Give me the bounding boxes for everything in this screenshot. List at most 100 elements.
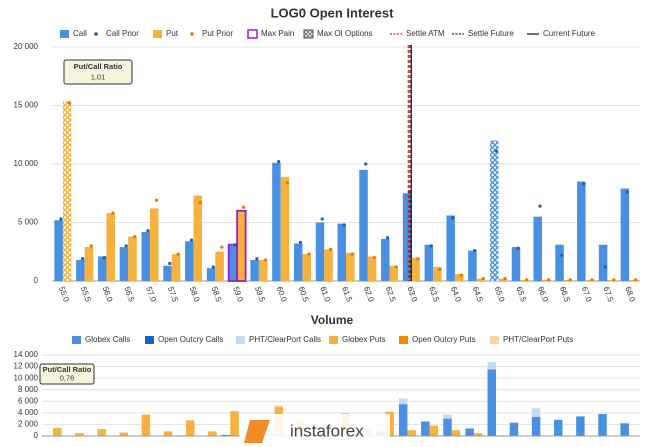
prior-dot [590, 278, 594, 282]
prior-dot [473, 248, 477, 253]
legend-label: Max Pain [261, 29, 294, 38]
bar [533, 216, 542, 281]
legend-label: Settle ATM [406, 29, 445, 38]
x-tick-label: 68.0 [623, 285, 637, 303]
bar [141, 231, 150, 281]
bar [193, 195, 203, 281]
x-tick-label: 64.5 [471, 285, 485, 303]
bar [337, 223, 346, 281]
bar [443, 414, 452, 419]
bar [620, 188, 630, 281]
bar [141, 414, 151, 436]
prior-dot [429, 244, 433, 248]
bar [489, 140, 499, 281]
bar [75, 433, 84, 436]
prior-dot [568, 278, 572, 282]
legend-swatch [399, 336, 408, 344]
y-tick-label: 4 000 [18, 408, 39, 417]
bar [84, 247, 94, 281]
prior-dot [350, 252, 355, 256]
legend-label: Put [166, 29, 179, 38]
legend-label: Current Future [543, 29, 596, 38]
prior-dot [481, 277, 485, 281]
legend-label: Globex Calls [85, 335, 130, 344]
bar [598, 414, 607, 436]
bar [119, 432, 129, 436]
watermark-logo [244, 420, 270, 443]
bar [468, 250, 477, 281]
bar [302, 254, 311, 281]
annotation-box [39, 363, 95, 385]
x-tick-label: 61.5 [340, 285, 354, 303]
x-tick-label: 57.5 [166, 285, 180, 303]
bar [128, 236, 137, 281]
bar [620, 423, 629, 436]
bar [324, 249, 333, 281]
bar [402, 193, 412, 281]
y-tick-label: 14 000 [14, 350, 39, 359]
y-tick-label: 6 000 [18, 396, 39, 405]
watermark-text: instaforex [290, 421, 364, 440]
prior-dot [146, 229, 150, 233]
prior-dot [59, 217, 63, 221]
x-tick-label: 56.0 [101, 285, 115, 303]
legend-label: Open Outcry Calls [158, 335, 223, 344]
legend-label: Settle Future [468, 29, 514, 38]
legend-label: Max OI Options [317, 29, 373, 38]
annotation-title: Put/Call Ratio [74, 62, 123, 71]
prior-dot [416, 257, 420, 261]
x-tick-label: 56.5 [122, 285, 136, 303]
bar [509, 422, 519, 436]
y-tick-label: 0 [34, 431, 39, 440]
y-tick-label: 5 000 [18, 218, 39, 227]
bar [293, 243, 303, 281]
x-tick-label: 67.5 [601, 285, 615, 303]
chart-title: Volume [311, 313, 354, 327]
prior-dot [546, 278, 551, 282]
chart-title: LOG0 Open Interest [271, 5, 394, 20]
bar [411, 257, 420, 281]
prior-dot [285, 181, 289, 185]
y-tick-label: 10 000 [14, 373, 39, 382]
prior-dot [154, 198, 159, 202]
legend-dot [94, 32, 98, 36]
bar [171, 254, 181, 281]
x-tick-label: 63.0 [405, 285, 419, 303]
bar [473, 433, 483, 436]
prior-dot [320, 217, 324, 221]
bar [381, 238, 390, 281]
prior-dot [168, 261, 172, 266]
x-tick-label: 57.0 [144, 285, 158, 303]
prior-dot [538, 204, 542, 208]
bar [258, 259, 268, 281]
legend-label: Globex Puts [342, 335, 386, 344]
prior-dot [263, 258, 267, 262]
y-tick-label: 8 000 [18, 385, 39, 394]
watermark: instaforex [240, 414, 390, 447]
bar [97, 256, 107, 281]
bar [531, 416, 541, 436]
prior-dot [277, 160, 281, 164]
prior-dot [394, 265, 398, 269]
x-tick-label: 58.5 [209, 285, 223, 303]
bar [577, 181, 586, 281]
prior-dot [612, 278, 616, 282]
y-tick-label: 15 000 [14, 101, 39, 110]
bar [465, 428, 474, 436]
bar [346, 252, 355, 281]
prior-dot [198, 201, 202, 205]
bar [236, 209, 247, 282]
prior-dot [242, 205, 246, 209]
bar [389, 265, 399, 281]
x-tick-label: 65.0 [493, 285, 507, 303]
bar [54, 220, 63, 281]
prior-dot [342, 223, 346, 227]
x-tick-label: 62.5 [384, 285, 398, 303]
prior-dot [133, 234, 137, 239]
y-tick-label: 0 [34, 276, 39, 285]
prior-dot [364, 162, 368, 166]
legend-swatch [60, 30, 69, 38]
bar [53, 427, 62, 436]
bar [443, 418, 452, 436]
